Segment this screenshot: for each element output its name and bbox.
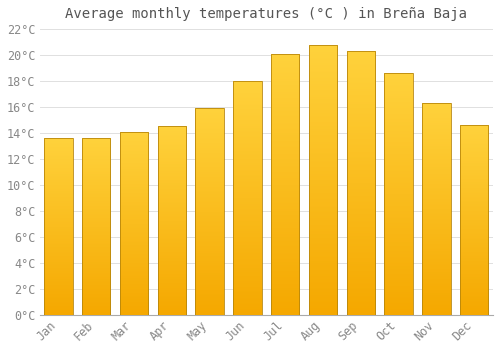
Title: Average monthly temperatures (°C ) in Breña Baja: Average monthly temperatures (°C ) in Br… bbox=[66, 7, 468, 21]
